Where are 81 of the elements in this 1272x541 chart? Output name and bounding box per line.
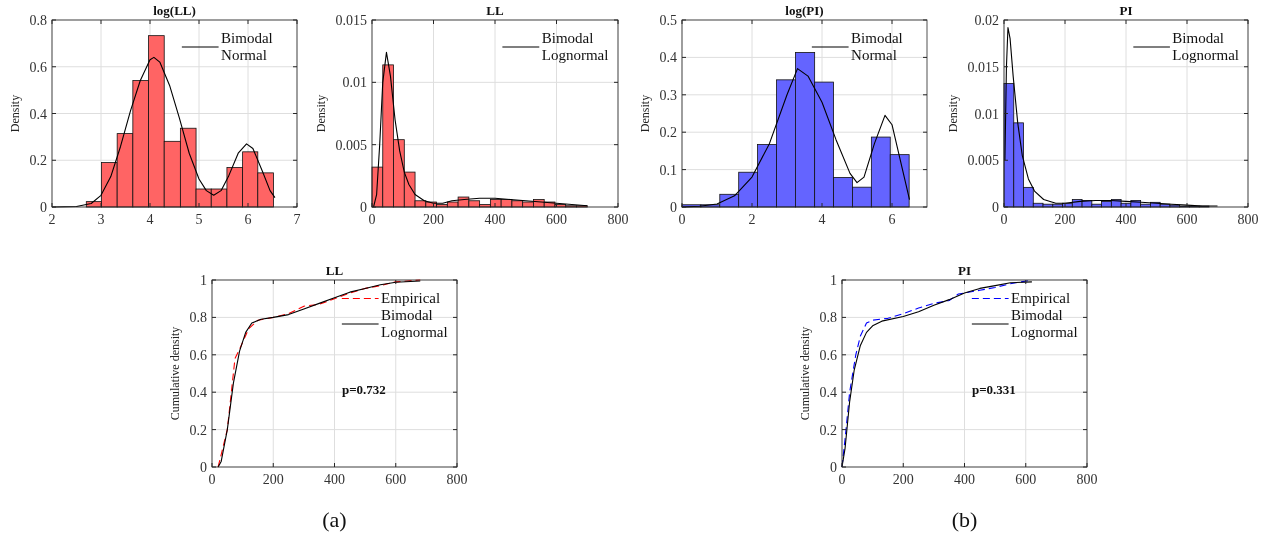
- x-tick-label: 2: [48, 212, 56, 227]
- x-tick-label: 2: [748, 212, 756, 227]
- y-tick-label: 0.005: [967, 153, 999, 169]
- y-tick-label: 0.5: [659, 13, 677, 28]
- y-tick-label: 0.4: [29, 106, 47, 122]
- chart-title: log(LL): [153, 3, 196, 18]
- legend-label: Bimodal Lognormal: [541, 30, 609, 63]
- y-tick-label: 0.6: [29, 59, 47, 75]
- y-tick-label: 0.01: [974, 106, 999, 122]
- legend-label: Bimodal Normal: [851, 30, 903, 63]
- x-tick-label: 800: [446, 472, 468, 487]
- y-tick-label: 0.6: [819, 347, 837, 363]
- y-tick-label: 0.3: [659, 87, 677, 103]
- chart-title: LL: [325, 263, 344, 278]
- x-tick-label: 6: [888, 212, 896, 227]
- chart-title: LL: [486, 3, 504, 18]
- y-tick-label: 0.2: [189, 422, 207, 438]
- y-tick-label: 0.1: [659, 162, 677, 178]
- text: (a): [322, 507, 347, 532]
- x-tick-label: 3: [97, 212, 105, 227]
- y-tick-label: 1: [830, 273, 837, 288]
- y-tick-label: 1: [200, 273, 207, 288]
- y-tick-label: 0.015: [335, 13, 367, 28]
- text: (b): [951, 507, 978, 532]
- x-tick-label: 600: [1176, 212, 1198, 227]
- x-tick-label: 600: [546, 212, 567, 227]
- y-tick-label: 0.02: [974, 13, 999, 28]
- x-tick-label: 600: [1015, 472, 1037, 487]
- y-tick-label: 0.8: [819, 310, 837, 326]
- y-tick-label: 0: [200, 460, 207, 475]
- legend-label: Empirical: [1011, 290, 1071, 306]
- legend-label: Bimodal Normal: [221, 30, 273, 63]
- x-tick-label: 7: [293, 212, 301, 227]
- y-tick-label: 0: [670, 200, 677, 215]
- y-tick-label: 0.6: [189, 347, 207, 363]
- y-tick-label: 0.4: [659, 50, 677, 66]
- x-tick-label: 800: [607, 212, 629, 227]
- annotation: p=0.732: [341, 382, 386, 398]
- y-tick-label: 0.2: [659, 125, 677, 141]
- chart-title: PI: [1119, 3, 1133, 18]
- x-tick-label: 5: [195, 212, 203, 227]
- x-tick-label: 800: [1237, 212, 1259, 227]
- y-tick-label: 0: [992, 200, 999, 215]
- x-tick-label: 800: [1076, 472, 1098, 487]
- legend-label: Bimodal Lognormal: [1011, 307, 1078, 340]
- x-tick-label: 600: [385, 472, 407, 487]
- chart-title: log(PI): [785, 3, 824, 18]
- x-tick-label: 400: [324, 472, 345, 487]
- x-tick-label: 200: [892, 472, 914, 487]
- annotation: p=0.331: [971, 382, 1016, 398]
- y-axis-title: Density: [314, 94, 328, 133]
- y-tick-label: 0.2: [819, 422, 837, 438]
- x-tick-label: 400: [484, 212, 506, 227]
- x-tick-label: 200: [423, 212, 444, 227]
- y-tick-label: 0.4: [189, 385, 207, 401]
- legend-label: Empirical: [381, 290, 441, 306]
- x-tick-label: 6: [244, 212, 252, 227]
- y-tick-label: 0.01: [342, 75, 367, 91]
- x-tick-label: 200: [262, 472, 284, 487]
- y-axis-title: Density: [8, 94, 22, 133]
- x-tick-label: 400: [1115, 212, 1137, 227]
- y-tick-label: 0: [360, 200, 367, 215]
- y-axis-title: Cumulative density: [168, 326, 182, 421]
- legend-label: Bimodal Lognormal: [1172, 30, 1240, 63]
- x-tick-label: 400: [954, 472, 975, 487]
- x-tick-label: 4: [146, 212, 154, 227]
- y-tick-label: 0.4: [819, 385, 837, 401]
- y-axis-title: Density: [638, 94, 652, 133]
- x-tick-label: 200: [1054, 212, 1076, 227]
- y-axis-title: Cumulative density: [798, 326, 812, 421]
- x-tick-label: 4: [818, 212, 826, 227]
- chart-title: PI: [958, 263, 971, 278]
- y-tick-label: 0: [40, 200, 47, 215]
- y-tick-label: 0.8: [189, 310, 207, 326]
- legend-label: Bimodal Lognormal: [381, 307, 448, 340]
- y-tick-label: 0.2: [29, 153, 47, 169]
- y-axis-title: Density: [946, 94, 960, 133]
- y-tick-label: 0.015: [967, 59, 999, 75]
- y-tick-label: 0.005: [335, 137, 367, 153]
- y-tick-label: 0.8: [29, 13, 47, 28]
- y-tick-label: 0: [830, 460, 837, 475]
